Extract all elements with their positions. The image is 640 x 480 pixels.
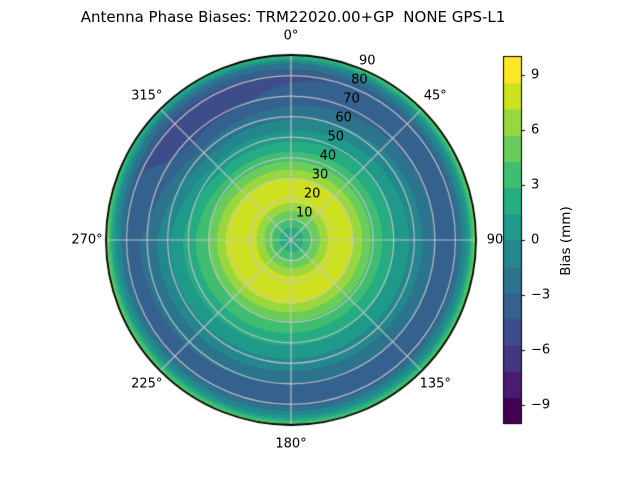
colorbar-tick-label: 0 xyxy=(531,232,540,248)
zenith-tick-label: 90 xyxy=(358,53,376,69)
zenith-tick-label: 60 xyxy=(335,110,352,126)
colorbar-tick-label: 9 xyxy=(531,67,540,83)
azimuth-tick-label: 180° xyxy=(275,436,307,452)
azimuth-tick-label: 270° xyxy=(71,232,103,248)
azimuth-tick-label: 225° xyxy=(131,376,163,392)
colorbar-tick-label: −9 xyxy=(531,397,551,413)
colorbar-tick-label: −6 xyxy=(531,342,551,358)
azimuth-tick-label: 45° xyxy=(423,88,447,104)
colorbar-axis-label: Bias (mm) xyxy=(558,206,574,276)
azimuth-tick-label: 90 xyxy=(486,232,504,248)
zenith-tick-label: 40 xyxy=(319,148,337,164)
azimuth-tick-label: 0° xyxy=(283,28,299,44)
colorbar-tick-label: 6 xyxy=(531,122,540,138)
colorbar-tick-label: 3 xyxy=(531,177,540,193)
colorbar-tick-label: −3 xyxy=(531,287,551,303)
azimuth-tick-label: 135° xyxy=(419,376,451,392)
zenith-tick-label: 50 xyxy=(327,129,345,145)
zenith-tick-label: 30 xyxy=(311,167,329,183)
zenith-tick-label: 20 xyxy=(303,186,321,202)
zenith-tick-label: 80 xyxy=(351,72,368,88)
chart-title: Antenna Phase Biases: TRM22020.00+GP NON… xyxy=(80,8,506,26)
zenith-tick-label: 10 xyxy=(296,205,313,221)
azimuth-tick-label: 315° xyxy=(131,88,163,104)
zenith-tick-label: 70 xyxy=(343,91,360,107)
